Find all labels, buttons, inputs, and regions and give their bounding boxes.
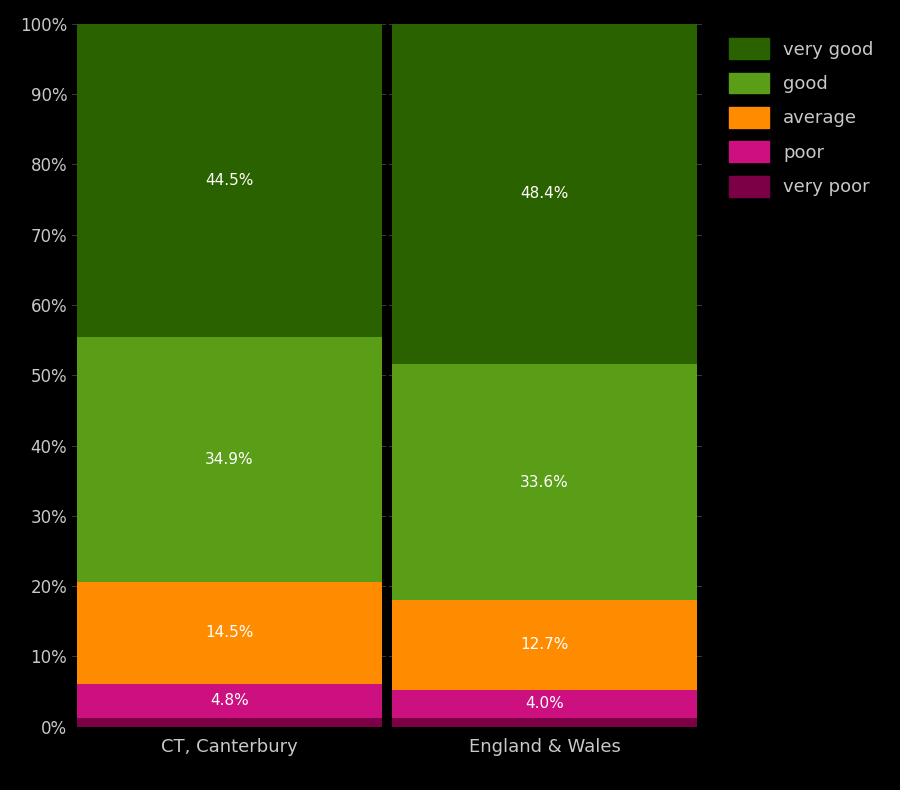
Bar [392,690,698,717]
Bar [76,337,382,582]
Bar [392,717,698,727]
Text: 48.4%: 48.4% [520,186,569,201]
Bar [76,24,382,337]
Text: 4.0%: 4.0% [525,696,564,711]
Bar [392,600,698,690]
Text: 4.8%: 4.8% [210,694,249,709]
Text: 34.9%: 34.9% [205,452,254,467]
Text: 14.5%: 14.5% [205,626,254,641]
Bar [392,364,698,600]
Legend: very good, good, average, poor, very poor: very good, good, average, poor, very poo… [724,32,879,202]
Bar [76,582,382,684]
Text: 33.6%: 33.6% [520,475,569,490]
Bar [392,24,698,364]
Text: 44.5%: 44.5% [205,173,254,188]
Bar [76,684,382,717]
Text: 12.7%: 12.7% [520,638,569,653]
Bar [76,717,382,727]
